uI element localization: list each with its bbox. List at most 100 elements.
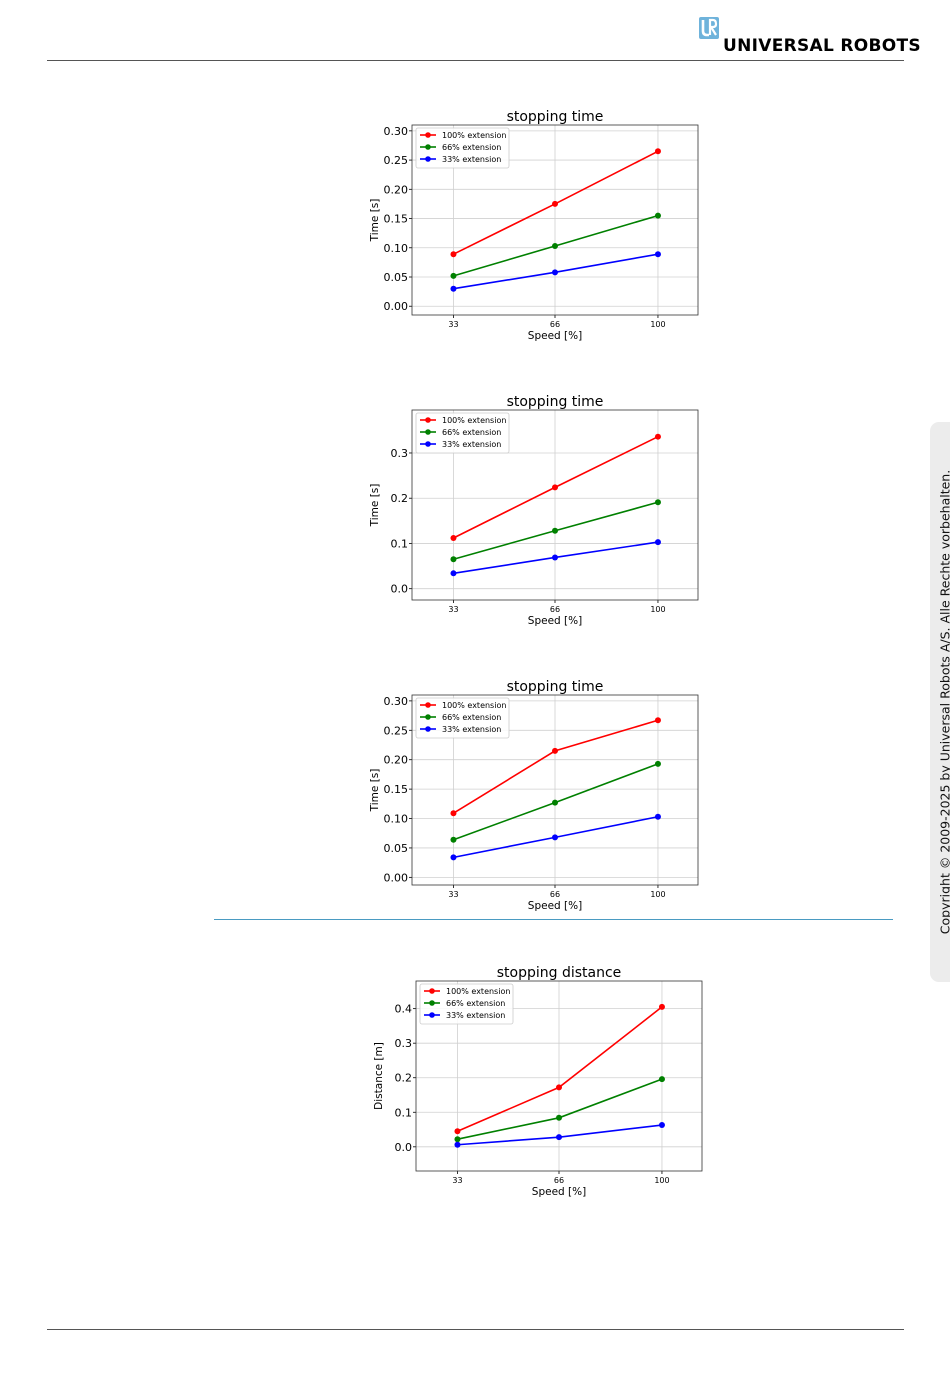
chart-title: stopping distance (497, 965, 622, 981)
chart-stopping-time-3: 33 66 100 0.00 0.05 0.10 0.15 0.20 0.25 0.30 100% … (369, 679, 699, 912)
legend-label: 66% extension (442, 713, 501, 722)
y-tick-label: 0.2 (395, 1072, 413, 1085)
plot-frame (411, 409, 699, 601)
y-tick-label: 0.25 (384, 724, 409, 737)
y-axis-label: Time [s] (369, 769, 381, 813)
data-point (552, 554, 558, 561)
x-tick-label: 66 (550, 320, 560, 329)
y-tick-label: 0.15 (384, 213, 409, 226)
y-tick-label: 0.20 (384, 754, 409, 767)
x-axis-label: Speed [%] (532, 1186, 586, 1198)
data-point (654, 251, 661, 258)
legend-swatch-marker (425, 714, 431, 720)
brand-name: UNIVERSAL ROBOTS (723, 36, 921, 56)
x-tick-label: 100 (650, 605, 665, 614)
x-tick-label: 100 (654, 1176, 669, 1185)
x-tick-label: 100 (650, 320, 665, 329)
data-point (450, 570, 457, 577)
legend-swatch-marker (429, 1012, 435, 1018)
data-point (654, 212, 661, 219)
copyright-tab (930, 422, 950, 982)
legend-swatch-marker (425, 417, 431, 423)
footer-divider (47, 1329, 904, 1330)
legend-swatch-marker (429, 1000, 435, 1006)
data-point (556, 1134, 562, 1141)
legend-label: 100% extension (442, 131, 506, 140)
y-axis-label: Time [s] (369, 484, 381, 528)
data-point (556, 1084, 562, 1091)
y-axis-label: Time [s] (369, 199, 381, 243)
data-point (552, 747, 558, 754)
data-point (450, 251, 457, 258)
chart-title: stopping time (507, 679, 604, 695)
legend-label: 100% extension (446, 987, 510, 996)
y-tick-label: 0.4 (395, 1003, 413, 1016)
data-point (654, 539, 661, 546)
y-tick-label: 0.0 (395, 1141, 413, 1154)
legend-swatch-marker (425, 144, 431, 150)
plot-frame (415, 980, 703, 1172)
y-tick-label: 0.20 (384, 183, 409, 196)
data-point (454, 1136, 461, 1143)
data-point (454, 1141, 461, 1148)
data-point (654, 499, 661, 506)
y-tick-label: 0.3 (395, 1037, 413, 1050)
data-point (654, 717, 661, 724)
plot-frame (411, 124, 699, 316)
x-tick-label: 100 (650, 890, 665, 899)
y-axis-label: Distance [m] (373, 1042, 385, 1110)
legend-label: 33% extension (442, 725, 501, 734)
data-point (654, 433, 661, 440)
y-tick-label: 0.3 (391, 447, 409, 460)
data-point (654, 760, 661, 767)
x-tick-label: 33 (448, 890, 458, 899)
data-point (454, 1128, 461, 1135)
data-point (450, 854, 457, 861)
data-point (450, 836, 457, 843)
legend-box (419, 983, 514, 1025)
y-tick-label: 0.30 (384, 125, 409, 138)
data-point (450, 535, 457, 542)
data-point (450, 810, 457, 817)
y-tick-label: 0.10 (384, 242, 409, 255)
y-tick-label: 0.10 (384, 813, 409, 826)
y-tick-label: 0.15 (384, 783, 409, 796)
legend-label: 100% extension (442, 701, 506, 710)
data-point (654, 813, 661, 820)
y-tick-label: 0.00 (384, 871, 409, 884)
data-point (556, 1114, 562, 1121)
chart-stopping-time-1: 33 66 100 0.00 0.05 0.10 0.15 0.20 0.25 0.30 100% … (369, 109, 699, 342)
legend-box (415, 127, 510, 169)
y-tick-label: 0.0 (391, 583, 409, 596)
chart-title: stopping time (507, 394, 604, 410)
x-tick-label: 33 (448, 320, 458, 329)
data-point (450, 285, 457, 292)
legend-label: 100% extension (442, 416, 506, 425)
data-point (450, 556, 457, 563)
x-tick-label: 66 (550, 890, 560, 899)
legend-box (415, 697, 510, 739)
y-tick-label: 0.2 (391, 492, 409, 505)
data-point (552, 799, 558, 806)
legend-label: 33% extension (446, 1011, 505, 1020)
brand-logo: UNIVERSAL ROBOTS (698, 16, 921, 58)
legend-swatch-marker (425, 132, 431, 138)
y-tick-label: 0.05 (384, 842, 409, 855)
copyright-text: Copyright © 2009-2025 by Universal Robot… (937, 469, 950, 935)
legend-box (415, 412, 510, 454)
x-axis-label: Speed [%] (528, 900, 582, 912)
legend-swatch-marker (425, 726, 431, 732)
x-tick-label: 33 (452, 1176, 462, 1185)
ur-logo-icon (699, 17, 719, 39)
data-point (552, 834, 558, 841)
data-point (450, 272, 457, 279)
header-divider (47, 60, 904, 61)
x-tick-label: 66 (554, 1176, 564, 1185)
legend-swatch-marker (425, 429, 431, 435)
legend-swatch-marker (429, 988, 435, 994)
data-point (552, 269, 558, 276)
y-tick-label: 0.25 (384, 154, 409, 167)
y-tick-label: 0.00 (384, 300, 409, 313)
x-axis-label: Speed [%] (528, 330, 582, 342)
chart-stopping-time-2: 33 66 100 0.0 0.1 0.2 0.3 100% extension 66% ext… (369, 394, 699, 627)
